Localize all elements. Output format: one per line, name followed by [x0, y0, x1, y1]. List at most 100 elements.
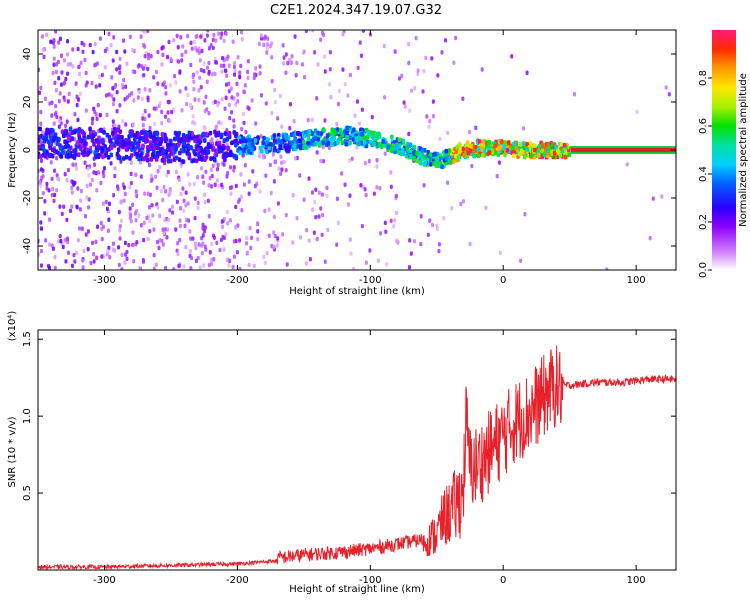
spectrogram-cell — [364, 192, 368, 198]
spectrogram-cell — [181, 132, 186, 138]
spectrogram-cell — [207, 71, 211, 76]
spectrogram-cell — [278, 144, 282, 149]
spectrogram-cell — [106, 249, 110, 254]
spectrogram-cell — [229, 191, 233, 196]
spectrogram-x-axis: -300 -200 -100 0 100 — [93, 30, 646, 286]
spectrogram-cell — [59, 238, 63, 244]
spectrogram-cell — [99, 127, 103, 133]
spectrogram-cell — [111, 247, 115, 252]
spectrogram-cell — [118, 70, 122, 75]
spectrogram-cell — [135, 193, 139, 199]
spectrogram-cell — [326, 227, 330, 233]
spectrogram-cell — [195, 70, 199, 75]
spectrogram-cell — [199, 84, 203, 90]
spectrogram-cell — [220, 69, 224, 74]
spectrogram-cell — [372, 191, 376, 196]
spectrogram-cell — [45, 185, 49, 191]
spectrogram-cell — [178, 223, 182, 229]
spectrogram-cell — [115, 139, 119, 145]
spectrogram-cell — [139, 152, 143, 158]
spectrogram-cell — [53, 254, 57, 260]
spectrogram-cell — [264, 149, 269, 154]
spectrogram-cell — [390, 134, 394, 140]
spectrogram-cell — [211, 45, 215, 51]
spectrogram-cell — [407, 60, 411, 66]
spectrogram-cell — [147, 113, 151, 118]
spectrogram-cell — [85, 183, 89, 189]
spectrogram-cell — [43, 211, 47, 216]
spectrogram-cell — [317, 190, 321, 195]
spectrogram-cell — [210, 257, 214, 262]
colorbar-tick-label: 0.8 — [698, 70, 709, 86]
spectrogram-cell — [196, 205, 200, 211]
spectrogram-cell — [253, 72, 257, 77]
spectrogram-cell — [120, 252, 124, 258]
spectrogram-cell — [65, 119, 69, 124]
spectrogram-cell — [378, 185, 382, 191]
spectrogram-cell — [172, 38, 176, 43]
x-tick-label: -100 — [359, 275, 382, 286]
spectrogram-cell — [230, 140, 234, 146]
spectrogram-cell — [250, 98, 254, 103]
spectrogram-cell — [236, 199, 240, 204]
spectrogram-cell — [194, 158, 199, 164]
spectrogram-cell — [178, 70, 182, 75]
spectrogram-cell — [259, 33, 263, 38]
spectrogram-cell — [263, 34, 267, 39]
spectrogram-cell — [119, 159, 123, 164]
spectrogram-cell — [80, 150, 85, 156]
spectrogram-cell — [333, 129, 337, 135]
spectrogram-cell — [220, 219, 224, 224]
spectrogram-cell — [207, 111, 211, 116]
spectrogram-cell — [327, 145, 331, 151]
spectrogram-cell — [346, 202, 350, 207]
spectrogram-cell — [290, 54, 294, 59]
spectrogram-cell — [217, 148, 222, 154]
spectrogram-cell — [428, 118, 432, 124]
spectrogram-cell — [184, 217, 188, 223]
spectrogram-cell — [97, 170, 101, 175]
spectrogram-cell — [293, 34, 297, 39]
spectrogram-cell — [105, 206, 109, 212]
spectrogram-cell — [202, 61, 206, 66]
spectrogram-cell — [415, 150, 419, 156]
spectrogram-cell — [84, 70, 88, 76]
spectrogram-cell — [224, 153, 229, 159]
spectrogram-cell — [107, 217, 111, 222]
spectrogram-cell — [94, 154, 99, 159]
spectrogram-cell — [65, 217, 69, 223]
spectrogram-cell — [232, 124, 236, 129]
x-tick-label: -200 — [226, 575, 249, 586]
spectrogram-cell — [207, 262, 211, 268]
spectrogram-cell — [413, 238, 417, 244]
spectrogram-cell — [236, 99, 240, 104]
spectrogram-cell — [196, 255, 200, 261]
spectrogram-cell — [70, 204, 74, 209]
spectrogram-cell — [298, 131, 302, 137]
spectrogram-cell — [393, 49, 397, 54]
spectrogram-cell — [540, 144, 545, 149]
spectrogram-cell — [123, 97, 127, 102]
x-tick-label: 0 — [500, 275, 506, 286]
spectrogram-cell — [180, 108, 184, 113]
spectrogram-cell — [122, 156, 126, 161]
spectrogram-cell — [110, 93, 114, 99]
spectrogram-cell — [635, 109, 639, 115]
spectrogram-cell — [179, 35, 183, 40]
spectrogram-cell — [314, 187, 318, 192]
spectrogram-cell — [124, 122, 128, 127]
spectrogram-cell — [100, 146, 105, 152]
spectrogram-cell — [166, 227, 170, 232]
spectrogram-cell — [131, 47, 135, 53]
spectrogram-cell — [311, 30, 315, 33]
spectrogram-cell — [233, 60, 237, 66]
spectrogram-cell — [341, 67, 345, 72]
spectrogram-cell — [249, 245, 253, 251]
spectrogram-cell — [44, 136, 48, 142]
spectrogram-cell — [220, 182, 224, 188]
spectrogram-cell — [85, 152, 90, 157]
spectrogram-cell — [175, 199, 179, 205]
spectrogram-cell — [403, 104, 407, 109]
spectrogram-cell — [189, 266, 193, 270]
spectrogram-cell — [208, 130, 213, 136]
